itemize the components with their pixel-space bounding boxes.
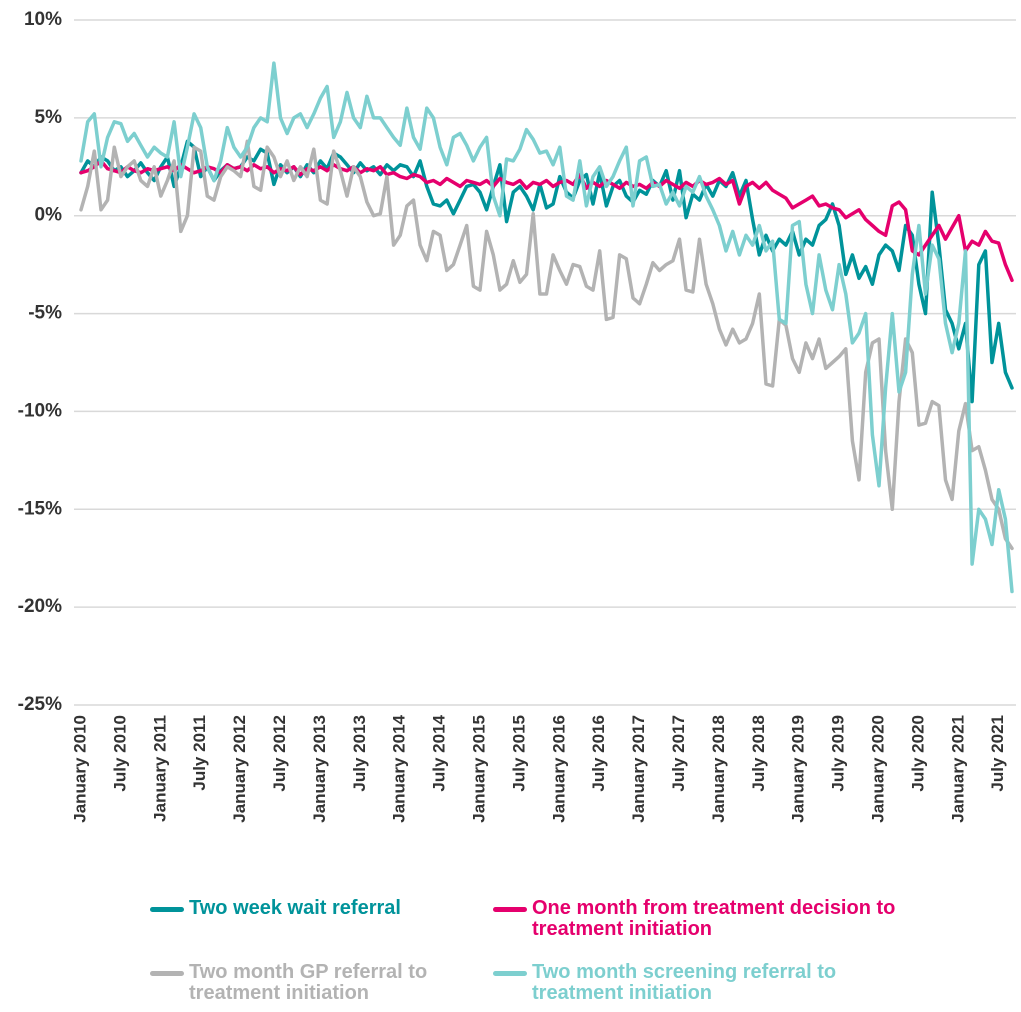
x-tick-label: January 2012	[230, 715, 249, 823]
y-tick-label: -25%	[18, 694, 62, 715]
legend-swatch	[493, 971, 527, 976]
legend-swatch	[493, 907, 527, 912]
x-tick-label: July 2019	[829, 715, 848, 792]
x-tick-label: July 2010	[110, 715, 129, 792]
y-tick-label: -5%	[28, 303, 62, 324]
x-tick-label: January 2018	[709, 715, 728, 823]
legend-item: Two month GP referral to treatment initi…	[150, 962, 430, 1004]
x-tick-label: January 2016	[549, 715, 568, 823]
x-tick-label: January 2010	[70, 715, 89, 823]
y-tick-label: 5%	[35, 107, 63, 128]
legend-item: One month from treatment decision to tre…	[493, 898, 923, 940]
x-tick-label: July 2021	[988, 715, 1007, 792]
legend-label: Two month screening referral to treatmen…	[532, 961, 837, 1004]
x-tick-label: July 2018	[749, 715, 768, 792]
x-tick-label: July 2015	[509, 715, 528, 792]
y-tick-label: -10%	[18, 400, 62, 421]
legend-label: Two month GP referral to treatment initi…	[189, 961, 428, 1004]
legend-swatch	[150, 907, 184, 912]
x-tick-label: July 2012	[270, 715, 289, 792]
x-tick-label: January 2021	[948, 715, 967, 823]
legend-swatch	[150, 971, 184, 976]
legend-item: Two week wait referral	[150, 898, 430, 919]
series-line	[79, 61, 1014, 594]
x-tick-label: July 2016	[589, 715, 608, 792]
series-line	[79, 139, 1014, 551]
legend-label: One month from treatment decision to tre…	[532, 897, 896, 940]
x-tick-label: July 2011	[190, 715, 209, 791]
x-tick-label: July 2017	[669, 715, 688, 792]
x-tick-label: July 2014	[430, 714, 449, 791]
x-tick-label: July 2013	[350, 715, 369, 792]
x-tick-label: January 2017	[629, 715, 648, 823]
y-tick-label: -20%	[18, 596, 62, 617]
x-tick-label: January 2019	[789, 715, 808, 823]
legend-item: Two month screening referral to treatmen…	[493, 962, 923, 1004]
legend-label: Two week wait referral	[189, 897, 401, 919]
x-tick-label: January 2020	[868, 715, 887, 823]
x-tick-label: January 2011	[150, 715, 169, 822]
x-tick-label: January 2013	[310, 715, 329, 823]
series-line	[79, 159, 1014, 283]
y-tick-label: 10%	[24, 9, 62, 30]
y-tick-label: -15%	[18, 498, 62, 519]
y-tick-label: 0%	[35, 205, 63, 226]
x-tick-label: January 2014	[390, 714, 409, 822]
x-tick-label: July 2020	[908, 715, 927, 792]
x-tick-label: January 2015	[469, 715, 488, 823]
